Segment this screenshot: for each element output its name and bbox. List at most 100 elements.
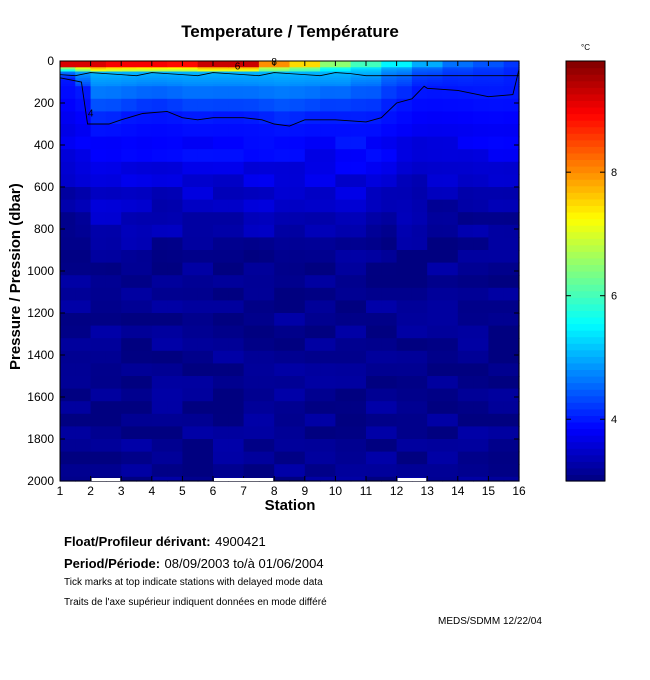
heatmap-cell [381,426,398,440]
heatmap-cell [136,439,153,453]
heatmap-cell [167,287,183,301]
heatmap-cell [136,476,153,482]
heatmap-cell [243,69,260,73]
heatmap-cell [335,426,352,440]
heatmap-cell [90,237,107,251]
heatmap-cell [151,187,168,201]
heatmap-cell [381,300,398,314]
heatmap-cell [411,350,428,364]
heatmap-cell [427,69,444,73]
heatmap-cell [320,67,336,70]
heatmap-cell [396,426,413,440]
heatmap-cell [381,61,398,64]
heatmap-cell [350,250,367,264]
heatmap-cell [90,149,107,163]
heatmap-cell [488,464,505,478]
heatmap-cell [503,224,520,238]
heatmap-cell [350,86,367,100]
heatmap-cell [105,136,122,150]
heatmap-cell [274,65,291,68]
colorbar-swatch [566,369,605,377]
heatmap-cell [473,388,489,402]
heatmap-cell [60,71,76,75]
heatmap-cell [442,63,459,66]
heatmap-cell [289,71,306,75]
heatmap-cell [90,376,107,390]
heatmap-cell [411,275,428,289]
heatmap-cell [213,82,229,85]
heatmap-cell [151,199,168,213]
heatmap-cell [503,71,520,75]
heatmap-cell [304,401,321,415]
heatmap-cell [411,161,428,175]
heatmap-cell [457,69,474,73]
heatmap-cell [75,67,92,70]
heatmap-cell [503,388,520,402]
heatmap-cell [75,376,92,390]
heatmap-cell [503,61,520,64]
heatmap-cell [60,451,76,465]
heatmap-cell [442,363,459,377]
heatmap-cell [320,73,336,77]
heatmap-cell [442,73,459,77]
heatmap-cell [105,451,122,465]
y-tick-label: 1200 [27,306,54,320]
heatmap-cell [411,401,428,415]
heatmap-cell [243,376,260,390]
heatmap-cell [121,250,138,264]
heatmap-cell [136,325,153,339]
heatmap-cell [243,451,260,465]
heatmap-cell [289,464,306,478]
colorbar-swatch [566,80,605,88]
heatmap-cell [151,376,168,390]
heatmap-cell [396,464,413,478]
heatmap-cell [243,350,260,364]
heatmap-cell [213,350,229,364]
heatmap-cell [320,71,336,75]
heatmap-cell [274,325,291,339]
heatmap-cell [213,73,229,77]
heatmap-cell [213,174,229,188]
heatmap-cell [136,67,153,70]
heatmap-cell [427,439,444,453]
heatmap-cell [136,61,153,64]
heatmap-cell [457,61,474,64]
heatmap-cell [213,79,229,83]
heatmap-cell [274,275,291,289]
heatmap-cell [442,65,459,68]
heatmap-cell [396,82,413,85]
x-tick-label: 2 [87,484,94,498]
heatmap-cell [75,363,92,377]
heatmap-cell [167,77,183,81]
heatmap-cell [304,262,321,276]
heatmap-cell [304,338,321,352]
heatmap-cell [274,426,291,440]
heatmap-cell [197,79,214,83]
heatmap-cell [213,464,229,478]
heatmap-cell [335,73,352,77]
heatmap-cell [503,77,520,81]
heatmap-cell [411,63,428,66]
heatmap-cell [151,338,168,352]
colorbar-swatch [566,264,605,272]
heatmap-cell [167,262,183,276]
heatmap-cell [182,69,199,73]
heatmap-cell [304,136,321,150]
heatmap-cell [258,84,275,87]
heatmap-cell [442,401,459,415]
colorbar-swatch [566,303,605,311]
heatmap-cell [75,174,92,188]
heatmap-cell [197,300,214,314]
heatmap-cell [213,388,229,402]
x-tick-label: 10 [329,484,343,498]
heatmap-cell [320,237,336,251]
heatmap-cell [320,98,336,112]
heatmap-cell [381,111,398,125]
heatmap-cell [304,350,321,364]
heatmap-cell [197,476,214,482]
heatmap-cell [90,73,107,77]
heatmap-cell [151,149,168,163]
heatmap-cell [151,61,168,64]
heatmap-cell [442,187,459,201]
heatmap-cell [151,300,168,314]
